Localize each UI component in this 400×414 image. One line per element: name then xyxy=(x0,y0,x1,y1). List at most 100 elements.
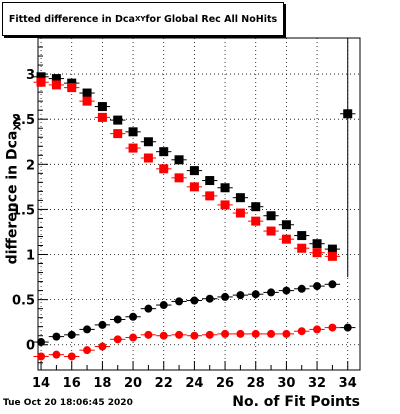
data-point xyxy=(312,248,322,258)
x-tick-label: 18 xyxy=(93,376,111,391)
data-point xyxy=(312,239,322,249)
data-point xyxy=(51,74,61,84)
data-point xyxy=(205,330,214,339)
data-point xyxy=(190,331,199,340)
data-point xyxy=(343,323,352,332)
data-point xyxy=(297,231,307,241)
data-point xyxy=(205,176,215,186)
data-point xyxy=(266,226,276,236)
data-point xyxy=(36,77,46,87)
y-axis-label-subscript: XY xyxy=(12,115,24,131)
data-point xyxy=(36,72,46,82)
data-point xyxy=(159,301,168,310)
data-point xyxy=(67,330,76,339)
data-point xyxy=(221,292,230,301)
data-point xyxy=(190,296,199,305)
data-point xyxy=(236,291,245,300)
data-point xyxy=(129,312,138,321)
data-point xyxy=(98,320,107,329)
data-point xyxy=(143,137,153,147)
data-point xyxy=(281,234,291,244)
data-point xyxy=(281,220,291,230)
data-point xyxy=(267,288,276,297)
data-points xyxy=(33,38,356,361)
y-axis-label: difference in DcaXY xyxy=(5,116,24,265)
data-point xyxy=(144,304,153,313)
x-tick-label: 34 xyxy=(339,376,357,391)
y-tick-label: 0 xyxy=(26,339,35,354)
x-tick-label: 16 xyxy=(63,376,81,391)
data-point xyxy=(235,208,245,218)
data-point xyxy=(129,333,138,342)
data-point xyxy=(297,284,306,293)
chart-title: Fitted difference in Dca XY for Global Re… xyxy=(2,2,284,36)
x-tick-label: 32 xyxy=(308,376,326,391)
data-point xyxy=(51,80,61,90)
data-point xyxy=(98,342,107,351)
data-point xyxy=(175,297,184,306)
data-point xyxy=(220,183,230,193)
data-point xyxy=(328,323,337,332)
data-point xyxy=(82,96,92,106)
x-tick-label: 22 xyxy=(155,376,173,391)
data-point xyxy=(297,243,307,253)
data-point xyxy=(251,290,260,299)
data-point xyxy=(113,115,123,125)
data-point xyxy=(328,280,337,289)
data-point xyxy=(174,155,184,165)
data-point xyxy=(313,325,322,334)
plot-frame xyxy=(37,37,361,371)
data-point xyxy=(82,88,92,98)
data-point xyxy=(97,102,107,112)
data-point xyxy=(67,83,77,93)
data-point xyxy=(37,338,46,347)
title-rest: for Global Rec All NoHits xyxy=(145,13,278,25)
x-tick-label: 30 xyxy=(277,376,295,391)
data-point xyxy=(97,112,107,122)
data-point xyxy=(327,244,337,254)
x-tick-label: 28 xyxy=(247,376,265,391)
data-point xyxy=(251,202,261,212)
x-tick-label: 14 xyxy=(32,376,50,391)
data-point xyxy=(159,164,169,174)
data-point xyxy=(327,251,337,261)
title-main: Fitted difference in Dca xyxy=(8,13,135,25)
data-point xyxy=(221,329,230,338)
y-tick-label: 1.5 xyxy=(12,203,35,218)
y-tick-label: 0.5 xyxy=(12,294,35,309)
title-subscript: XY xyxy=(134,15,146,23)
data-point xyxy=(67,78,77,88)
data-point xyxy=(113,335,122,344)
data-point xyxy=(205,294,214,303)
data-point xyxy=(251,329,260,338)
y-tick-label: 2 xyxy=(26,158,35,173)
data-point xyxy=(159,147,169,157)
data-point xyxy=(175,330,184,339)
y-tick-label: 2.5 xyxy=(12,113,35,128)
x-tick-label: 26 xyxy=(216,376,234,391)
tick-labels: 14 16 18 20 22 24 26 28 30 32 34 0 0.5 1 1.5 2 2.5 3 xyxy=(12,68,357,391)
data-point xyxy=(144,330,153,339)
data-point xyxy=(37,352,46,361)
data-point xyxy=(267,329,276,338)
data-point xyxy=(159,331,168,340)
y-axis-label-main: difference in Dca xyxy=(4,130,21,265)
data-point xyxy=(128,143,138,153)
data-point xyxy=(128,127,138,137)
data-point xyxy=(251,216,261,226)
data-point xyxy=(143,153,153,163)
data-point xyxy=(236,329,245,338)
data-point xyxy=(52,332,61,341)
data-point xyxy=(67,352,76,361)
data-point xyxy=(297,327,306,336)
data-point xyxy=(113,315,122,324)
data-point xyxy=(235,193,245,203)
data-point xyxy=(266,211,276,221)
x-axis-label: No. of Fit Points xyxy=(232,394,360,410)
timestamp: Tue Oct 20 18:06:45 2020 xyxy=(3,398,133,408)
data-point xyxy=(174,173,184,183)
y-tick-label: 3 xyxy=(26,68,35,83)
data-point xyxy=(113,129,123,139)
data-point xyxy=(205,191,215,201)
